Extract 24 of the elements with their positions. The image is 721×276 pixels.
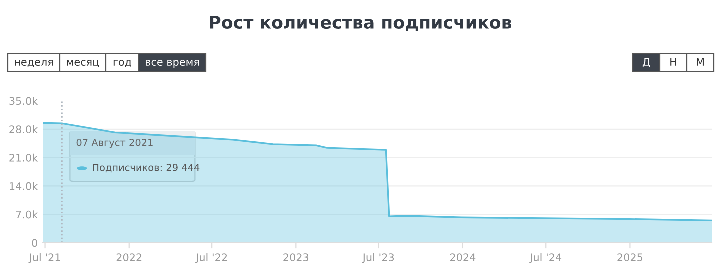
x-tick-label: 2025: [618, 254, 643, 262]
x-tick-label: Jul '24: [530, 253, 562, 264]
text: неделя: [15, 60, 53, 68]
annotation: 07 Август 2021: [76, 139, 153, 148]
annotation: Подписчиков: 29 444: [93, 164, 200, 173]
text: все время: [146, 60, 200, 68]
text: М: [697, 58, 704, 66]
y-tick-label: 7.0k: [16, 210, 38, 219]
y-tick-label: 35.0k: [10, 97, 38, 106]
x-tick-label: Jul '23: [362, 253, 394, 264]
text: месяц: [67, 60, 100, 68]
text: год: [114, 60, 132, 68]
x-tick-label: Jul '21: [28, 253, 60, 264]
y-tick-label: 21.0k: [10, 154, 38, 162]
text: Д: [642, 58, 650, 68]
y-tick-label: 0: [32, 239, 38, 248]
y-tick-label: 28.0k: [10, 125, 38, 134]
x-tick-label: 2023: [284, 254, 309, 262]
chart-title: Рост количества подписчиков: [210, 16, 512, 32]
text: Н: [670, 58, 676, 66]
x-tick-label: 2024: [450, 254, 476, 262]
x-tick-label: Jul '22: [196, 253, 228, 264]
y-tick-label: 14.0k: [10, 182, 38, 190]
x-tick-label: 2022: [116, 254, 142, 262]
